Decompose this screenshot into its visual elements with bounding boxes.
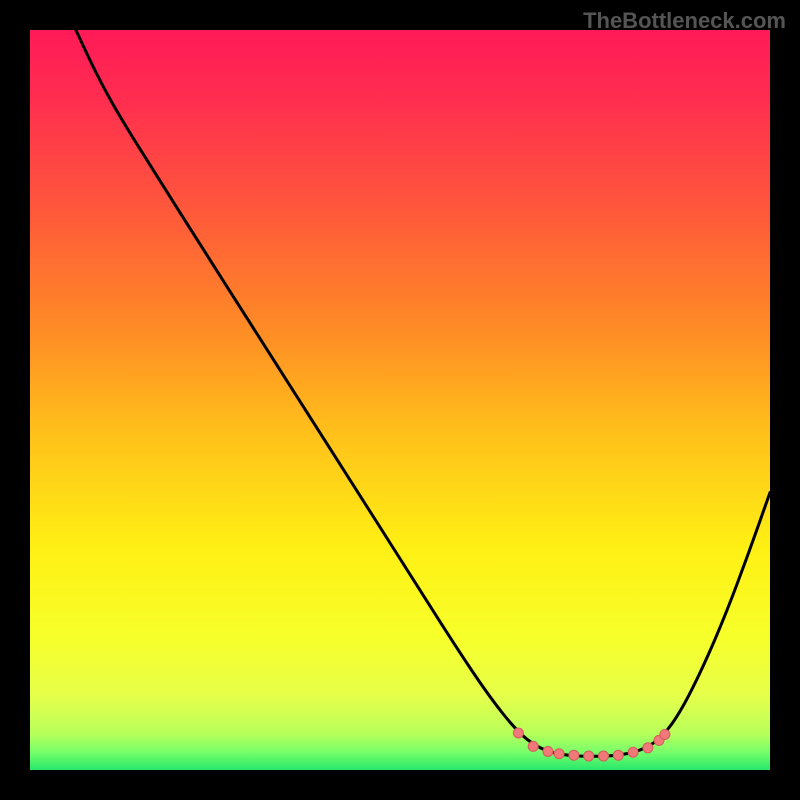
marker-dot [613, 750, 623, 760]
marker-dot [660, 729, 670, 739]
marker-dot [643, 743, 653, 753]
marker-dot [543, 747, 553, 757]
chart-background [30, 30, 770, 770]
marker-dot [628, 747, 638, 757]
chart-area [30, 30, 770, 770]
marker-dot [599, 751, 609, 761]
chart-svg [30, 30, 770, 770]
marker-dot [513, 728, 523, 738]
watermark-text: TheBottleneck.com [583, 8, 786, 34]
marker-dot [584, 751, 594, 761]
marker-dot [569, 750, 579, 760]
marker-dot [528, 741, 538, 751]
marker-dot [554, 749, 564, 759]
